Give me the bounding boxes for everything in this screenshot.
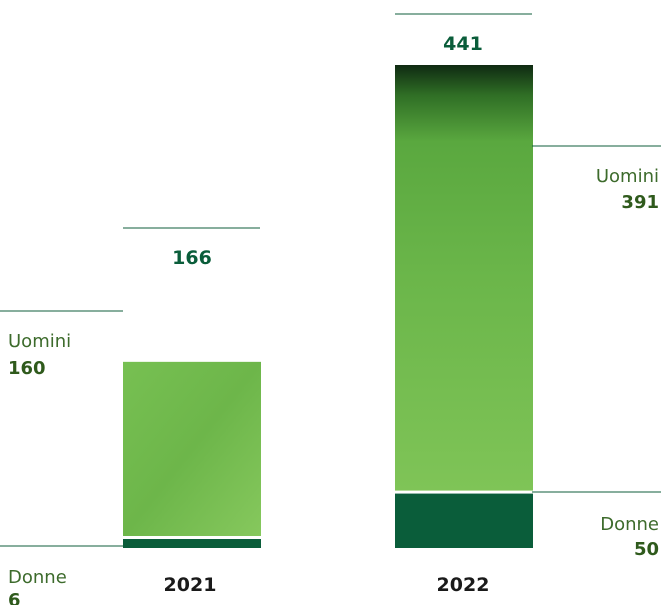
- bar-group-2022: 441 Uomini 391 Donne 50 2022: [395, 13, 661, 596]
- bar-group-2021: 166 Uomini 160 Donne 6 2021: [0, 227, 261, 605]
- women-name-label-2022: Donne: [600, 514, 659, 535]
- men-value-label-2021: 160: [8, 358, 46, 379]
- women-value-label-2022: 50: [634, 539, 659, 560]
- women-name-label-2021: Donne: [8, 567, 67, 588]
- year-label-2021: 2021: [164, 574, 217, 596]
- year-label-2022: 2022: [437, 574, 490, 596]
- total-label-2021: 166: [172, 247, 212, 269]
- bar-2021-uomini: [123, 361, 261, 536]
- bar-2022-uomini: [395, 65, 533, 491]
- bar-2022-donne: [395, 493, 533, 548]
- women-value-label-2021: 6: [8, 590, 21, 605]
- men-name-label-2021: Uomini: [8, 331, 71, 352]
- bar-2021-donne: [123, 539, 261, 548]
- total-label-2022: 441: [443, 33, 483, 55]
- men-value-label-2022: 391: [621, 192, 659, 213]
- men-name-label-2022: Uomini: [596, 166, 659, 187]
